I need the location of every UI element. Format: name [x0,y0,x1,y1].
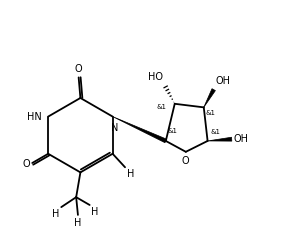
Text: &1: &1 [210,129,220,135]
Text: O: O [75,64,83,74]
Text: HN: HN [27,112,42,121]
Polygon shape [208,137,232,141]
Text: O: O [182,156,190,166]
Text: &1: &1 [157,104,167,110]
Text: O: O [22,159,30,169]
Text: HO: HO [148,72,163,82]
Polygon shape [113,117,167,143]
Text: OH: OH [234,134,249,144]
Text: &1: &1 [167,128,177,134]
Text: N: N [111,123,118,133]
Text: H: H [127,169,134,179]
Text: OH: OH [216,76,231,86]
Text: H: H [91,207,99,217]
Text: H: H [52,209,60,219]
Text: H: H [74,218,82,228]
Text: &1: &1 [205,110,216,116]
Polygon shape [204,89,215,107]
